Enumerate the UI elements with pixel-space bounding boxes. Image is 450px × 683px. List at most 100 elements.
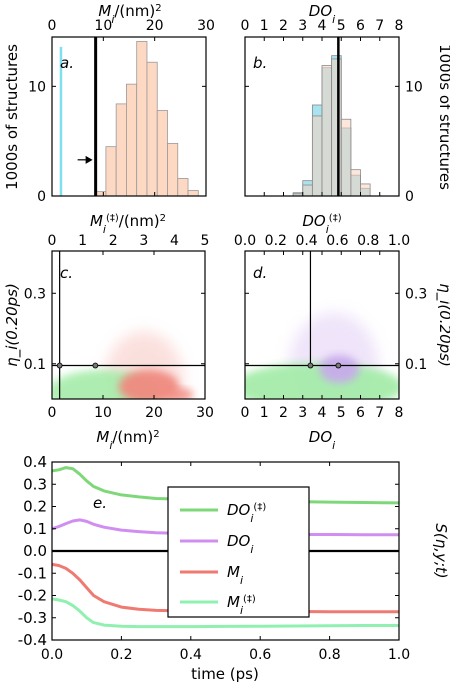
x-tick-label: 2: [279, 405, 288, 421]
x-tick-label: 10: [94, 405, 112, 421]
x-tick-label: 0.4: [180, 647, 202, 663]
x-tick-label: 8: [395, 18, 404, 34]
x-tick-label: 8: [395, 405, 404, 421]
x-tick-label: 4: [318, 18, 327, 34]
histogram-bar: [331, 58, 342, 197]
histogram-bar: [126, 83, 138, 197]
cloud-red: [118, 369, 179, 399]
histogram-bar: [167, 142, 179, 197]
top-x-axis-label: DOi(‡): [302, 212, 341, 236]
y-tick-label: 0.1: [405, 357, 427, 373]
x-tick-label: 1: [260, 18, 269, 34]
x-tick-label: 10: [94, 18, 112, 34]
panel-a-frame: [51, 36, 207, 197]
y-tick-label: 10: [405, 79, 423, 95]
cyan-spike: [59, 46, 63, 197]
x-tick-label: 5: [337, 405, 346, 421]
panel-label: d.: [253, 264, 267, 282]
x-tick-label: 2: [279, 18, 288, 34]
legend-entry: Mi(‡): [227, 593, 256, 617]
x-tick-label: 0.0: [41, 647, 63, 663]
top-x-tick-label: 0.8: [357, 233, 379, 249]
x-tick-label: 1.0: [388, 647, 410, 663]
y-tick-label: 0.2: [23, 498, 47, 516]
y-axis-label: 1000s of structures: [3, 44, 21, 190]
panel-label: c.: [60, 264, 73, 282]
top-x-tick-label: 0: [48, 233, 57, 249]
intersection-marker: [335, 362, 342, 369]
x-tick-label: 1: [260, 405, 269, 421]
intersection-marker: [56, 362, 63, 369]
histogram-bar: [302, 184, 313, 197]
x-axis-label: DOi: [309, 2, 335, 26]
y-tick-label: 0.3: [23, 475, 47, 493]
top-x-tick-label: 0.2: [265, 233, 287, 249]
y-tick-label: 0.4: [23, 453, 47, 471]
x-tick-label: 0.8: [318, 647, 340, 663]
histogram-bar: [105, 146, 117, 197]
x-axis-label: Mi/(nm)2: [98, 2, 161, 26]
y-tick-label: 0: [37, 189, 46, 205]
y-axis-label: S(η,y;t): [432, 523, 450, 578]
y-tick-label: 0.1: [23, 520, 47, 538]
intersection-marker: [307, 362, 314, 369]
legend-entry: Mi: [227, 563, 243, 587]
top-x-tick-label: 1: [78, 233, 87, 249]
x-tick-label: 0: [241, 405, 250, 421]
top-x-tick-label: 4: [170, 233, 179, 249]
legend: [167, 486, 310, 618]
x-tick-label: 3: [298, 405, 307, 421]
histogram-bar: [146, 61, 158, 197]
x-tick-label: 20: [146, 18, 164, 34]
x-tick-label: 0.6: [249, 647, 271, 663]
histogram-bar: [115, 103, 127, 197]
histogram-bar: [95, 191, 107, 197]
y-axis-label: η_i(0.20ps): [3, 283, 22, 367]
histogram-bar: [311, 115, 323, 197]
y-tick-label: -0.3: [18, 609, 47, 627]
x-axis-label: time (ps): [191, 665, 259, 683]
top-x-tick-label: 5: [201, 233, 210, 249]
cloud-green: [245, 362, 399, 399]
x-axis-label: DOi: [309, 428, 335, 452]
y-tick-label: 0.3: [24, 286, 46, 302]
x-tick-label: 0: [241, 18, 250, 34]
arrow-head: [85, 155, 93, 164]
y-axis-label: 1000s of structures: [436, 44, 450, 190]
x-tick-label: 0: [48, 18, 57, 34]
histogram-bar: [340, 118, 352, 197]
top-x-axis-label: Mi(‡)/(nm)2: [90, 212, 166, 236]
top-x-tick-label: 3: [139, 233, 148, 249]
x-tick-label: 20: [145, 405, 163, 421]
y-tick-label: -0.1: [18, 564, 47, 582]
x-tick-label: 5: [337, 18, 346, 34]
top-x-tick-label: 0.6: [326, 233, 348, 249]
x-tick-label: 6: [356, 405, 365, 421]
legend-entry: DOi(‡): [227, 501, 266, 525]
x-tick-label: 6: [356, 18, 365, 34]
scatter-cloud: [245, 312, 399, 399]
panel-label: b.: [253, 54, 267, 72]
top-x-tick-label: 2: [109, 233, 118, 249]
legend-entry: DOi: [227, 532, 253, 556]
y-tick-label: 0: [405, 189, 414, 205]
x-tick-label: 4: [318, 405, 327, 421]
x-tick-label: 7: [375, 405, 384, 421]
y-axis-label: η_i(0.20ps): [435, 283, 450, 367]
x-tick-label: 30: [197, 18, 215, 34]
histogram-bar: [156, 110, 168, 197]
cloud-red-tail: [165, 387, 194, 399]
scatter-cloud: [52, 331, 194, 399]
x-tick-label: 7: [375, 18, 384, 34]
top-x-tick-label: 0.4: [295, 233, 317, 249]
intersection-marker: [92, 362, 99, 369]
x-tick-label: 0: [48, 405, 57, 421]
histogram-bar: [321, 65, 333, 197]
x-axis-label: Mi/(nm)2: [96, 428, 159, 452]
top-x-tick-label: 1.0: [388, 233, 410, 249]
y-tick-label: 0.3: [405, 286, 427, 302]
top-x-tick-label: 0.0: [234, 233, 256, 249]
histogram-bar: [177, 178, 189, 197]
series-line: [51, 597, 399, 629]
